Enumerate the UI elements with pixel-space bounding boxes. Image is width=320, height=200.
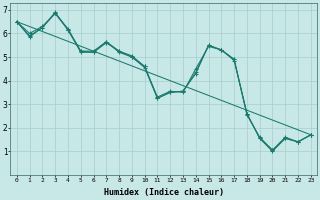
X-axis label: Humidex (Indice chaleur): Humidex (Indice chaleur) <box>104 188 224 197</box>
